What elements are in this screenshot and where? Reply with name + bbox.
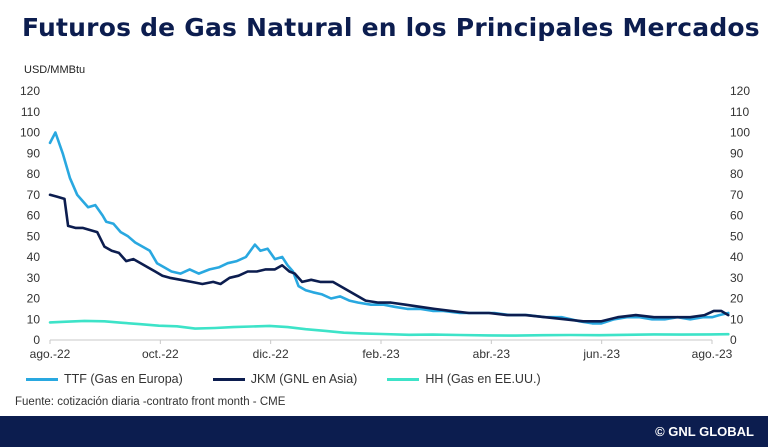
legend-swatch-hh	[387, 377, 420, 381]
x-tick-label-6: ago.-23	[692, 347, 733, 361]
y-tick-right-50: 50	[730, 229, 744, 243]
legend-item-hh: HH (Gas en EE.UU.)	[387, 372, 541, 386]
series-line-ttf	[48, 131, 730, 325]
y-tick-left-10: 10	[27, 312, 41, 326]
chart-title: Futuros de Gas Natural en los Principale…	[22, 13, 760, 42]
source-note: Fuente: cotización diaria -contrato fron…	[15, 396, 286, 408]
x-tick-label-2: dic.-22	[253, 347, 289, 361]
legend-label-jkm: JKM (GNL en Asia)	[250, 372, 358, 386]
y-tick-right-40: 40	[730, 250, 744, 264]
legend-item-jkm: JKM (GNL en Asia)	[212, 372, 358, 386]
y-tick-right-70: 70	[730, 188, 744, 202]
series-line-hh	[48, 319, 730, 337]
y-tick-right-0: 0	[730, 333, 737, 347]
y-tick-right-100: 100	[730, 126, 750, 140]
y-tick-left-50: 50	[27, 229, 41, 243]
y-tick-right-20: 20	[730, 292, 744, 306]
y-tick-right-60: 60	[730, 209, 744, 223]
legend-label-hh: HH (Gas en EE.UU.)	[425, 372, 541, 386]
y-tick-left-70: 70	[27, 188, 41, 202]
x-tick-label-1: oct.-22	[142, 347, 179, 361]
x-axis: ago.-22 oct.-22 dic.-22 feb.-23 abr.-23 jun.-…	[30, 340, 733, 361]
x-tick-label-0: ago.-22	[30, 347, 71, 361]
y-tick-left-100: 100	[20, 126, 40, 140]
y-tick-left-0: 0	[33, 333, 40, 347]
y-tick-left-80: 80	[27, 167, 41, 181]
x-tick-label-5: jun.-23	[582, 347, 620, 361]
legend-label-ttf: TTF (Gas en Europa)	[64, 372, 183, 386]
y-tick-right-80: 80	[730, 167, 744, 181]
y-tick-left-120: 120	[20, 84, 40, 98]
x-tick-label-3: feb.-23	[362, 347, 400, 361]
legend-swatch-ttf	[26, 377, 58, 381]
series-layer	[48, 131, 730, 337]
y-axis-unit-label: USD/MMBtu	[24, 64, 86, 76]
y-tick-right-90: 90	[730, 146, 744, 160]
y-tick-left-110: 110	[21, 105, 40, 119]
y-tick-right-30: 30	[730, 271, 744, 285]
x-tick-label-4: abr.-23	[473, 347, 511, 361]
series-line-jkm	[48, 193, 730, 323]
legend: TTF (Gas en Europa) JKM (GNL en Asia) HH…	[26, 372, 571, 386]
y-tick-right-10: 10	[730, 312, 744, 326]
y-tick-left-20: 20	[27, 292, 41, 306]
y-tick-left-90: 90	[27, 146, 41, 160]
y-tick-left-30: 30	[27, 271, 41, 285]
y-axis-left: 0 10 20 30 40 50 60 70 80 90 100 110 120	[20, 84, 40, 347]
y-tick-left-40: 40	[27, 250, 41, 264]
y-tick-right-120: 120	[730, 84, 750, 98]
legend-swatch-jkm	[212, 377, 245, 381]
y-axis-right: 0 10 20 30 40 50 60 70 80 90 100 110 120	[730, 84, 750, 347]
y-tick-left-60: 60	[27, 209, 41, 223]
legend-item-ttf: TTF (Gas en Europa)	[26, 372, 183, 386]
footer-bar: © GNL GLOBAL	[0, 416, 768, 447]
brand-label: © GNL GLOBAL	[655, 424, 754, 439]
y-tick-right-110: 110	[730, 105, 749, 119]
